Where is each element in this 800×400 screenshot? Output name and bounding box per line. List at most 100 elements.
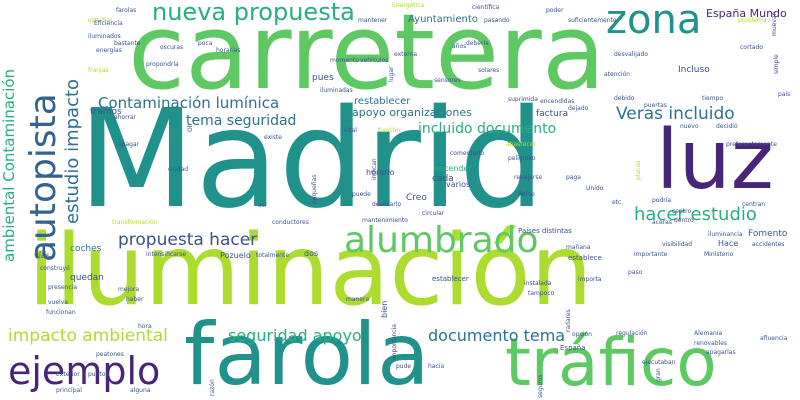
word-creo: Creo [406, 193, 427, 203]
word-incluido-documento: incluido documento [418, 121, 557, 137]
word-hora: hora [138, 323, 152, 330]
word-carretera: carretera [128, 0, 606, 113]
word-desvalijado: desvalijado [614, 51, 649, 58]
word-radares: radares [565, 309, 572, 332]
word-peatones: peatones [96, 351, 124, 358]
word-horario: horario [366, 168, 395, 177]
word-indican: indican [371, 158, 378, 180]
word-bien: bien [380, 300, 389, 318]
word-cientifica: científica [472, 4, 500, 11]
word-trafico: tráfico [505, 324, 717, 400]
word-instalada: instalada [524, 280, 552, 287]
word-manera: manera [346, 296, 370, 303]
word-ciudad: ciudad [168, 166, 189, 173]
word-puertas: puertas [644, 102, 667, 109]
word-farola: farola [184, 305, 430, 400]
word-lugar: lugar [388, 66, 395, 82]
word-dejado: dejado [568, 105, 589, 112]
word-pasando: pasando [484, 17, 510, 24]
word-funcionan: funcionan [46, 309, 76, 316]
word-sensores: sensores [434, 77, 461, 84]
word-solares: solares [478, 67, 500, 74]
word-iluminacion: iluminación [28, 214, 593, 328]
word-farolas: farolas [116, 7, 137, 14]
word-espana: España [560, 344, 586, 352]
word-pozuelo: Pozuelo [220, 251, 251, 260]
word-estudio-impacto: estudio impacto [62, 78, 83, 224]
word-eficiencia: Eficiencia [94, 20, 123, 27]
word-coches: coches [70, 244, 102, 254]
word-luz: luz [656, 113, 774, 208]
word-haber: haber [126, 296, 144, 303]
word-construyo: construyó [40, 265, 70, 272]
word-ayuntamiento: Ayuntamiento [408, 14, 478, 25]
word-hacia: hacía [428, 363, 445, 370]
word-seguros: seguros [537, 374, 544, 398]
word-mantenimiento: mantenimiento [362, 217, 408, 224]
word-seguridad-apoyo: seguridad apoyo [228, 326, 362, 345]
word-vuelva: vuelva [48, 299, 68, 306]
word-pequenas: pequeñas [311, 174, 318, 204]
word-podria: podría [652, 197, 672, 204]
word-poca: poca [198, 40, 213, 47]
word-impacto-ambiental: impacto ambiental [8, 326, 168, 346]
word-paises-distintas: Países distintas [518, 227, 572, 235]
word-tampoco: tampoco [528, 290, 555, 297]
word-opcion: opción [572, 331, 592, 338]
word-gran: gran [655, 368, 662, 382]
word-transformacion: transformación [112, 219, 158, 226]
word-accidentes: accidentes [752, 241, 785, 248]
word-etc: etc [612, 199, 622, 206]
word-ambiental-contaminacion: ambiental Contaminación [0, 68, 18, 262]
word-totalmente: totalmente [256, 252, 290, 259]
word-externa: externa [394, 51, 418, 58]
word-principal: principal [56, 387, 82, 394]
word-horarias: horarias [216, 47, 241, 54]
word-afluencia: afluencia [760, 335, 788, 342]
word-momento: momento [330, 57, 359, 64]
word-abastecer: abastecer [506, 141, 536, 148]
word-tiempo: tiempo [702, 95, 724, 102]
word-unido: Unido [586, 185, 604, 192]
word-nuevo: nuevo [680, 123, 699, 130]
word-hace: Hace [718, 239, 739, 248]
word-intensificarse: intensificarse [146, 251, 187, 258]
word-decidio: decidió [716, 123, 738, 130]
word-energetica: Energética [392, 2, 425, 9]
word-circular: circular [422, 210, 445, 217]
word-varios: varios [446, 180, 471, 189]
word-placas: placas [635, 160, 642, 180]
word-tramos: tramos [90, 107, 122, 117]
word-vital: vital [344, 127, 357, 134]
word-vehiculos: vehículos [360, 57, 389, 64]
word-muevan: muevan [771, 11, 778, 36]
word-centro: centro [672, 208, 692, 215]
word-propuesta-hacer: propuesta hacer [118, 230, 258, 250]
word-funcion: función [378, 127, 401, 134]
word-pues: pues [312, 73, 334, 83]
word-apagar: apagar [118, 141, 140, 148]
word-iluminados: iluminados [88, 33, 121, 40]
word-ejemplo: ejemplo [8, 349, 161, 393]
word-espana-mundo: España Mundo [706, 7, 787, 20]
word-manana: mañana [566, 244, 591, 251]
word-apoyo-organizaciones: apoyo organizaciones [352, 106, 472, 119]
word-pais: país [778, 91, 791, 98]
word-peligroso: peligroso [508, 155, 536, 162]
word-centran: centran [742, 201, 766, 208]
word-puntos: puntos [88, 371, 109, 378]
word-presencia: presencia [48, 284, 78, 291]
word-simple: simple [773, 54, 780, 74]
word-factura: factura [536, 109, 569, 119]
word-hacer-estudio: hacer estudio [634, 204, 757, 225]
word-vias: vías [34, 251, 51, 260]
word-oscuras: oscuras [160, 44, 184, 51]
word-contaminacion-luminica: Contaminación lumínica [98, 94, 280, 112]
word-estudiar: estudiar [88, 17, 113, 24]
word-alguna: alguna [130, 387, 151, 394]
word-iluminadas: iluminadas [320, 87, 353, 94]
word-oh: Oh [187, 123, 194, 132]
word-ejecutaban: ejecutaban [642, 359, 676, 366]
word-importancia: importancia [391, 324, 398, 360]
